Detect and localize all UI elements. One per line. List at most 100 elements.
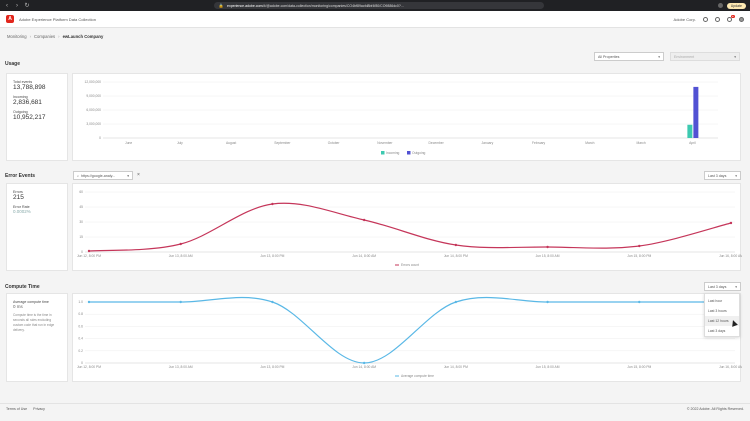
org-switcher[interactable]: Adobe Corp. xyxy=(673,16,696,22)
clear-filter-icon[interactable]: × xyxy=(137,172,140,178)
breadcrumb-monitoring[interactable]: Monitoring xyxy=(7,34,27,39)
apps-grid-icon[interactable] xyxy=(703,16,708,22)
data-point xyxy=(362,218,366,222)
search-icon: ⌕ xyxy=(77,173,80,178)
y-tick-label: 6,000,000 xyxy=(86,108,101,112)
error-range-select[interactable]: Last 3 days ▾ xyxy=(704,171,741,180)
y-tick-label: 30 xyxy=(79,220,83,224)
x-tick-label: Jun 14, 8:00 PM xyxy=(444,254,468,258)
profile-icon[interactable] xyxy=(717,3,723,8)
notification-badge: ● xyxy=(731,14,735,18)
x-tick-label: Jun 12, 8:00 PM xyxy=(77,254,101,258)
app-header: A Adobe Experience Platform Data Collect… xyxy=(0,11,750,28)
help-icon[interactable] xyxy=(715,16,720,22)
x-tick-label: Jun 14, 8:00 AM xyxy=(352,365,376,369)
chevron-down-icon: ▾ xyxy=(735,284,737,289)
data-point xyxy=(271,202,274,206)
menu-item-last-3-days[interactable]: Last 3 days xyxy=(708,329,726,333)
stat-label: Outgoing xyxy=(13,110,28,114)
legend-swatch xyxy=(381,151,385,155)
x-tick-label: January xyxy=(482,141,494,145)
notifications-icon[interactable]: ● xyxy=(727,14,735,22)
address-bar[interactable]: 🔒 experience.adobe.com/#/@adobe.com/data… xyxy=(214,2,544,9)
y-tick-label: 9,000,000 xyxy=(86,94,101,98)
bar-incoming xyxy=(687,124,693,138)
stat-value: 215 xyxy=(13,194,24,201)
x-tick-label: Jun 16, 8:00 AM xyxy=(719,365,742,369)
usage-stats-card: Total events 13,788,898 Incoming 2,836,6… xyxy=(6,73,68,161)
update-button[interactable]: Update xyxy=(726,2,746,9)
error-range-value: Last 3 days xyxy=(708,173,727,178)
data-point xyxy=(454,300,458,304)
x-tick-label: March xyxy=(637,141,646,145)
x-tick-label: February xyxy=(532,141,546,145)
y-tick-label: 0 xyxy=(81,250,83,254)
environment-select-value: Environment xyxy=(674,54,695,59)
privacy-link[interactable]: Privacy xyxy=(33,406,45,411)
menu-item-last-3-hours[interactable]: Last 3 hours xyxy=(708,309,727,313)
x-tick-label: Jun 13, 8:00 AM xyxy=(169,365,193,369)
breadcrumb-separator: › xyxy=(29,34,31,39)
compute-stats-card: Average compute time 0 ms Compute time i… xyxy=(6,293,68,382)
stat-value: 10,952,217 xyxy=(13,114,46,121)
breadcrumb-current: ewLaunch Company xyxy=(62,34,104,39)
y-tick-label: 0 xyxy=(81,361,83,365)
data-point xyxy=(638,300,641,304)
terms-link[interactable]: Terms of Use xyxy=(6,406,28,411)
y-tick-label: 0 xyxy=(99,136,101,140)
compute-chart-card: 1.0 0.8 0.6 0.4 0.2 0 Jun 12, 8:00 PM Jun 13, 8… xyxy=(72,293,742,382)
adobe-logo-icon[interactable]: A xyxy=(6,15,14,23)
compute-note: Compute time is the time in seconds all … xyxy=(13,313,55,332)
data-point xyxy=(546,245,549,249)
y-tick-label: 45 xyxy=(79,205,83,209)
data-point xyxy=(179,300,182,304)
property-select[interactable]: All Properties ▾ xyxy=(594,52,664,61)
y-tick-label: 15 xyxy=(79,235,83,239)
filter-value: https://google-analy... xyxy=(81,173,116,178)
back-icon[interactable]: ‹ xyxy=(6,2,8,9)
url-filter-select[interactable]: ⌕ https://google-analy... ▾ xyxy=(73,171,133,180)
x-tick-label: August xyxy=(226,141,236,145)
data-point xyxy=(87,300,91,304)
chevron-down-icon: ▾ xyxy=(734,54,736,59)
forward-icon[interactable]: › xyxy=(16,2,18,9)
y-tick-label: 3,000,000 xyxy=(86,122,101,126)
app-title: Adobe Experience Platform Data Collectio… xyxy=(19,16,96,22)
legend-label: Outgoing xyxy=(412,151,426,155)
stat-label: Errors xyxy=(13,190,23,194)
x-tick-label: Jun 12, 8:00 PM xyxy=(77,365,101,369)
data-point xyxy=(87,249,91,253)
y-tick-label: 1.0 xyxy=(78,300,83,304)
compute-range-select[interactable]: Last 3 days ▾ xyxy=(704,282,741,291)
stat-value: 0 ms xyxy=(13,304,23,309)
series-line xyxy=(88,202,732,252)
stat-value: 13,788,898 xyxy=(13,84,46,91)
url-text: experience.adobe.com/#/@adobe.com/data-c… xyxy=(227,3,404,8)
y-tick-label: 0.6 xyxy=(78,324,83,328)
x-tick-label: Jun 13, 8:00 PM xyxy=(260,365,284,369)
avatar[interactable] xyxy=(739,16,744,22)
x-tick-label: Jun 15, 8:00 PM xyxy=(627,254,651,258)
environment-select: Environment ▾ xyxy=(670,52,740,61)
stat-value: 2,836,681 xyxy=(13,99,42,106)
error-stats-card: Errors 215 Error Rate 0.0002% xyxy=(6,183,68,271)
menu-item-last-12-hours[interactable]: Last 12 hours xyxy=(705,316,739,326)
x-tick-label: Jun 14, 8:00 AM xyxy=(352,254,376,258)
y-tick-label: 0.4 xyxy=(78,337,83,341)
stat-label: Error Rate xyxy=(13,205,30,209)
menu-item-last-hour[interactable]: Last hour xyxy=(708,299,723,303)
x-tick-label: December xyxy=(429,141,445,145)
breadcrumb: Monitoring › Companies › ewLaunch Compan… xyxy=(7,34,103,39)
x-tick-label: Jun 13, 8:00 AM xyxy=(169,254,193,258)
lock-icon: 🔒 xyxy=(218,2,224,8)
data-point xyxy=(546,300,549,304)
bar-outgoing xyxy=(693,86,699,138)
legend-label: Errors count xyxy=(401,263,419,267)
error-chart-card: 60 45 30 15 0 Jun 12, 8:00 PM Jun 13, 8:00 AM J… xyxy=(72,183,742,271)
x-tick-label: Jun 15, 8:00 PM xyxy=(627,365,651,369)
breadcrumb-companies[interactable]: Companies xyxy=(33,34,56,39)
legend-swatch xyxy=(407,151,411,155)
reload-icon[interactable]: ↻ xyxy=(24,2,30,9)
